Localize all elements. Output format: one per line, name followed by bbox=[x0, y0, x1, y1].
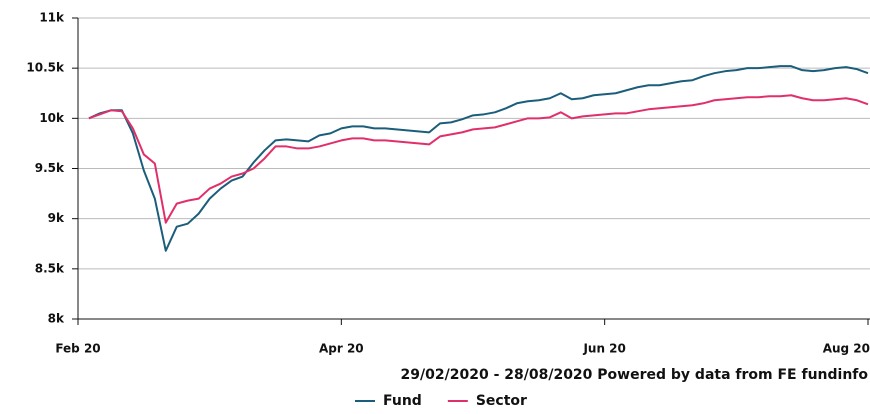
y-tick-label: 8k bbox=[48, 312, 65, 326]
x-tick-label: Feb 20 bbox=[55, 342, 100, 356]
legend-label: Sector bbox=[476, 393, 527, 409]
y-tick-label: 11k bbox=[39, 11, 65, 25]
y-tick-label: 10k bbox=[39, 111, 65, 125]
line-series bbox=[88, 94, 869, 224]
y-tick-label: 9k bbox=[48, 211, 65, 225]
y-tick-label: 9.5k bbox=[35, 161, 65, 175]
y-tick-label: 10.5k bbox=[26, 61, 65, 75]
legend-label: Fund bbox=[383, 393, 422, 409]
line-series bbox=[88, 65, 869, 252]
chart-subtitle: 29/02/2020 - 28/08/2020 Powered by data … bbox=[401, 367, 869, 383]
x-tick-label: Aug 20 bbox=[823, 342, 870, 356]
x-tick-label: Jun 20 bbox=[582, 342, 625, 356]
y-tick-label: 8.5k bbox=[35, 261, 65, 275]
x-tick-label: Apr 20 bbox=[319, 342, 364, 356]
